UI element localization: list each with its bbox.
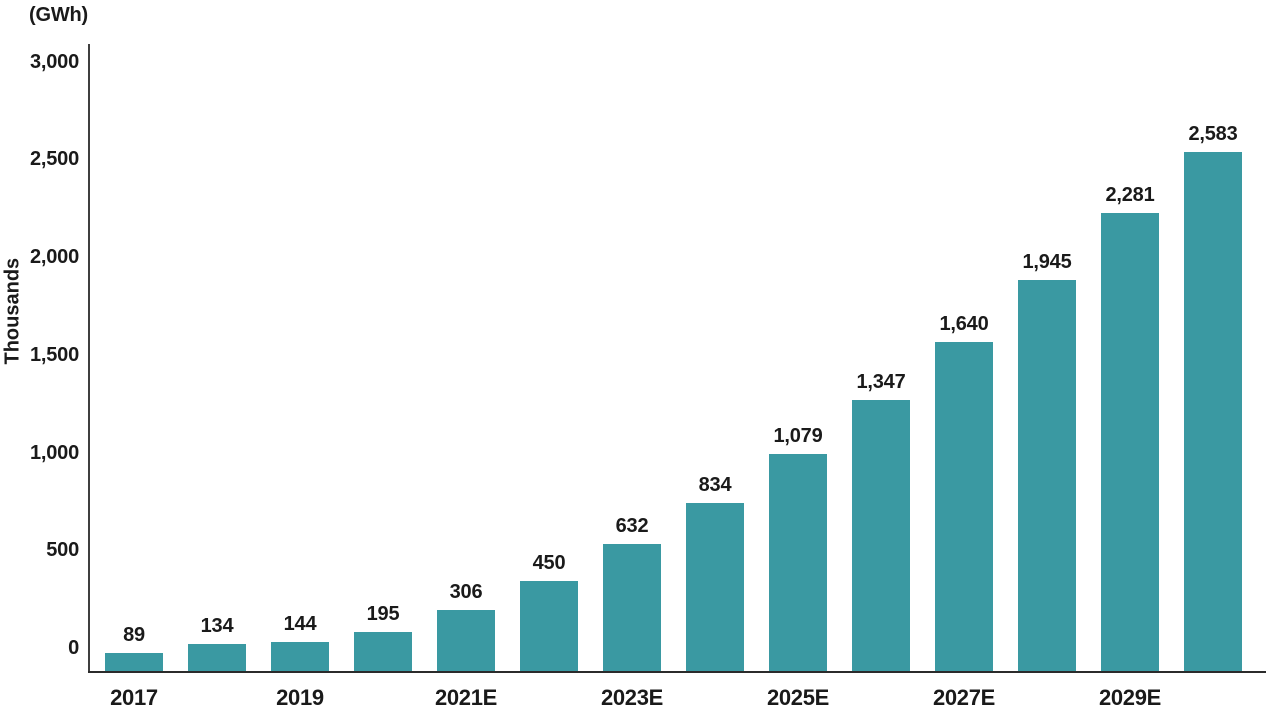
y-tick-label: 1,500 bbox=[29, 343, 79, 366]
bar-value-label: 144 bbox=[283, 613, 317, 635]
bar bbox=[271, 642, 329, 671]
bar bbox=[935, 342, 993, 671]
bar bbox=[520, 581, 578, 671]
bar bbox=[437, 610, 495, 671]
bar-value-label: 1,347 bbox=[856, 371, 906, 393]
x-tick-label: 2017 bbox=[110, 685, 158, 710]
x-tick-label: 2023E bbox=[600, 685, 664, 710]
bar bbox=[354, 632, 412, 671]
y-tick-label: 1,000 bbox=[29, 441, 79, 464]
bar-value-label: 632 bbox=[615, 515, 649, 537]
x-tick-label: 2025E bbox=[766, 685, 830, 710]
y-axis-line bbox=[88, 44, 90, 672]
bar-value-label: 450 bbox=[532, 552, 566, 574]
bar-value-label: 134 bbox=[200, 615, 234, 637]
bar-value-label: 306 bbox=[449, 581, 483, 603]
bar bbox=[188, 644, 246, 671]
bar bbox=[1018, 280, 1076, 671]
bar bbox=[852, 400, 910, 671]
bar-value-label: 1,079 bbox=[773, 425, 823, 447]
y-tick-label: 500 bbox=[46, 539, 79, 562]
bar-value-label: 1,945 bbox=[1022, 251, 1072, 273]
bar-value-label: 1,640 bbox=[939, 313, 989, 335]
x-axis-line bbox=[88, 670, 1266, 673]
bar bbox=[603, 544, 661, 671]
bar-value-label: 195 bbox=[366, 603, 400, 625]
chart-unit-label: (GWh) bbox=[29, 4, 88, 26]
bar bbox=[686, 503, 744, 671]
bar bbox=[1184, 152, 1242, 671]
bar-value-label: 2,281 bbox=[1105, 184, 1155, 206]
x-tick-label: 2027E bbox=[932, 685, 996, 710]
x-tick-label: 2021E bbox=[434, 685, 498, 710]
y-tick-label: 0 bbox=[68, 637, 79, 659]
x-tick-label: 2019 bbox=[276, 685, 324, 710]
y-tick-label: 3,000 bbox=[29, 50, 79, 73]
x-tick-label: 2029E bbox=[1098, 685, 1162, 710]
y-tick-label: 2,000 bbox=[29, 246, 79, 269]
bar bbox=[1101, 213, 1159, 671]
bar-value-label: 834 bbox=[698, 474, 732, 496]
bar-value-label: 2,583 bbox=[1188, 123, 1238, 145]
y-tick-label: 2,500 bbox=[29, 148, 79, 171]
bar bbox=[769, 454, 827, 671]
bar-value-label: 89 bbox=[123, 624, 145, 646]
bar bbox=[105, 653, 163, 671]
